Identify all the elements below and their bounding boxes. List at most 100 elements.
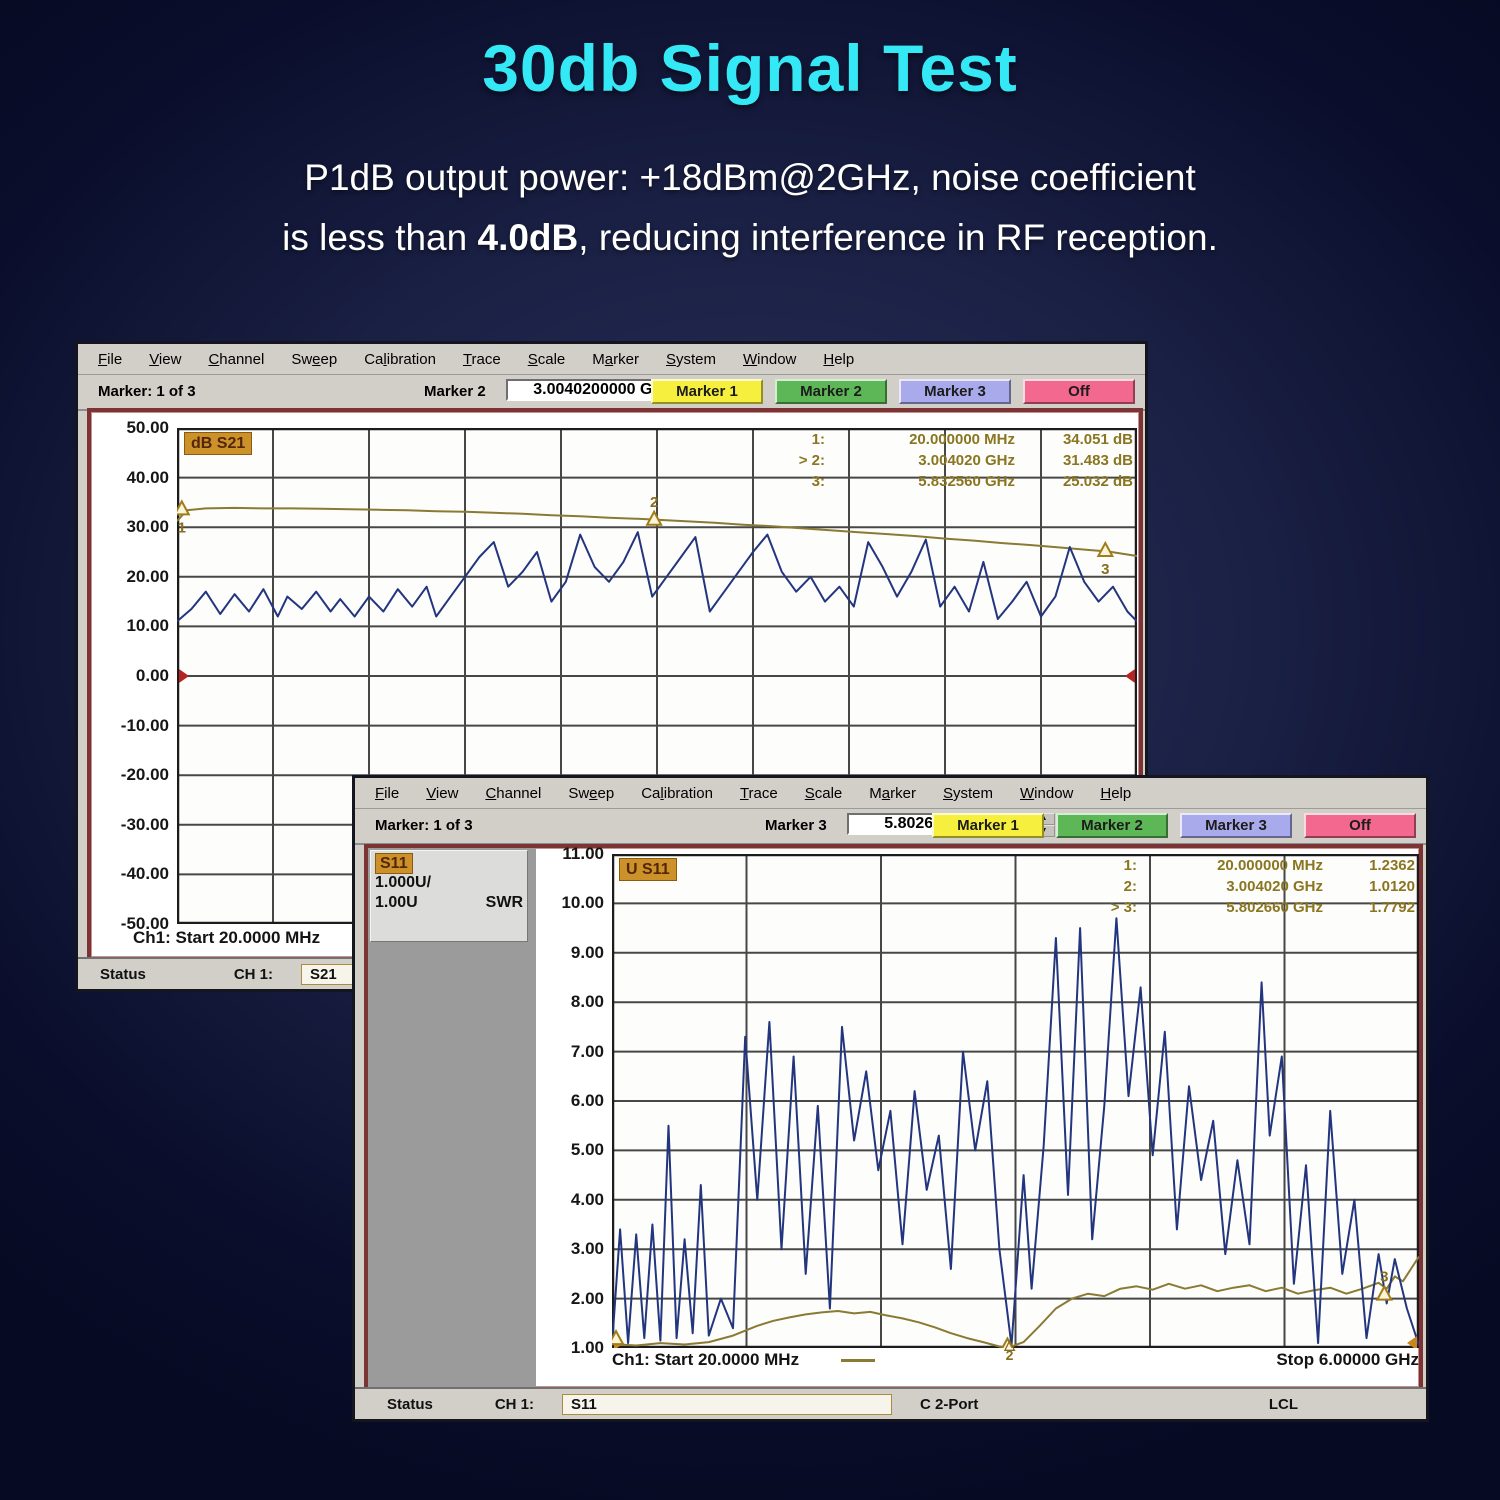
marker-2-button[interactable]: Marker 2 — [1056, 813, 1168, 838]
y-axis-tick: 11.00 — [562, 844, 604, 863]
readout-cell: 1.7792 — [1369, 899, 1415, 916]
y-axis-tick: -20.00 — [120, 765, 169, 785]
trace-format-label: SWR — [485, 894, 523, 911]
marker-3-button[interactable]: Marker 3 — [1180, 813, 1292, 838]
menu-item-sweep[interactable]: Sweep — [568, 784, 615, 802]
marker-status: Marker: 1 of 3 — [98, 383, 196, 400]
menu-item-trace[interactable]: Trace — [462, 350, 501, 368]
off-button[interactable]: Off — [1023, 379, 1135, 404]
x-axis-start-label: Ch1: Start 20.0000 MHz — [133, 928, 321, 947]
menu-item-sweep[interactable]: Sweep — [291, 350, 338, 368]
lcl-label: LCL — [1268, 1395, 1298, 1413]
marker-toolbar: Marker: 1 of 3 Marker 3 5.8026600000 GHz… — [355, 809, 1426, 845]
off-button[interactable]: Off — [1304, 813, 1416, 838]
menu-bar: File View Channel Sweep Calibration Trace Scal… — [355, 778, 1426, 809]
menu-item-marker[interactable]: Marker — [869, 784, 916, 802]
readout-cell: 20.000000 MHz — [1217, 857, 1323, 874]
y-axis-labels: 11.00 10.00 9.00 8.00 7.00 6.00 5.00 4.00 3.00 2.… — [538, 844, 610, 1357]
readout-cell: 1: — [1123, 857, 1137, 874]
marker-1-button[interactable]: Marker 1 — [651, 379, 763, 404]
svg-text:1: 1 — [178, 519, 186, 536]
vna-window-s11: File View Channel Sweep Calibration Trace Scal… — [352, 775, 1429, 1422]
menu-item-calibration[interactable]: Calibration — [364, 350, 436, 368]
marker-toolbar: Marker: 1 of 3 Marker 2 3.0040200000 GHz… — [78, 375, 1145, 411]
trace-sidebar: S11 1.000U/ 1.00U SWR — [368, 848, 536, 1387]
readout-cell: 3: — [811, 473, 825, 490]
readout-row: > 3: 5.802660 GHz 1.7792 — [1089, 897, 1415, 918]
readout-cell: 25.032 dB — [1062, 473, 1133, 490]
y-axis-tick: 30.00 — [126, 517, 169, 537]
readout-cell: 3.004020 GHz — [918, 452, 1015, 469]
readout-cell: 2: — [1123, 878, 1137, 895]
menu-item-window[interactable]: Window — [1020, 784, 1074, 802]
y-axis-tick: 50.00 — [126, 418, 169, 437]
marker-status: Marker: 1 of 3 — [375, 817, 473, 834]
y-axis-tick: 7.00 — [570, 1041, 604, 1061]
menu-item-channel[interactable]: Channel — [485, 784, 542, 802]
readout-cell: 20.000000 MHz — [909, 431, 1015, 448]
menu-item-window[interactable]: Window — [743, 350, 797, 368]
menu-item-help[interactable]: Help — [823, 350, 855, 368]
menu-item-file[interactable]: File — [98, 350, 123, 368]
status-label: Status — [100, 965, 146, 983]
menu-item-marker[interactable]: Marker — [592, 350, 639, 368]
menu-item-channel[interactable]: Channel — [208, 350, 265, 368]
y-axis-tick: 2.00 — [570, 1288, 604, 1308]
page-title: 30db Signal Test — [482, 31, 1018, 105]
y-axis-tick: 10.00 — [561, 893, 604, 913]
menu-item-help[interactable]: Help — [1100, 784, 1132, 802]
y-axis-tick: -10.00 — [120, 715, 169, 735]
y-axis-tick: 10.00 — [126, 616, 169, 636]
y-axis-tick: 5.00 — [570, 1140, 604, 1160]
y-axis-labels: 50.00 40.00 30.00 20.00 10.00 0.00 -10.00 -20.0… — [91, 418, 175, 933]
y-axis-tick: 8.00 — [570, 992, 604, 1012]
menu-item-file[interactable]: File — [375, 784, 400, 802]
readout-row: 1: 20.000000 MHz 34.051 dB — [777, 429, 1133, 450]
menu-item-view[interactable]: View — [149, 350, 182, 368]
trace-info-panel[interactable]: S11 1.000U/ 1.00U SWR — [370, 850, 528, 942]
subtitle-line2-prefix: is less than — [282, 216, 478, 258]
menu-item-view[interactable]: View — [426, 784, 459, 802]
subtitle-line1: P1dB output power: +18dBm@2GHz, noise co… — [304, 157, 1196, 198]
menu-item-scale[interactable]: Scale — [804, 784, 843, 802]
menu-item-calibration[interactable]: Calibration — [641, 784, 713, 802]
marker-readout: 1: 20.000000 MHz 1.2362 2: 3.004020 GHz 1.012… — [1089, 855, 1415, 918]
readout-row: 2: 3.004020 GHz 1.0120 — [1089, 876, 1415, 897]
y-axis-tick: -40.00 — [120, 864, 169, 884]
x-axis-row: Ch1: Start 20.0000 MHz △ 2 Stop 6.00000 G… — [612, 1337, 1419, 1370]
menu-item-scale[interactable]: Scale — [527, 350, 566, 368]
plot-frame-s11: S11 1.000U/ 1.00U SWR 11.00 10.00 9.00 8.00… — [364, 844, 1423, 1391]
readout-row: 1: 20.000000 MHz 1.2362 — [1089, 855, 1415, 876]
readout-cell: > 2: — [798, 452, 825, 469]
trace-ref-label: 1.00U — [375, 894, 418, 911]
marker-2-button[interactable]: Marker 2 — [775, 379, 887, 404]
axis-marker-2: △ 2 — [1004, 1336, 1015, 1363]
menu-item-system[interactable]: System — [942, 784, 993, 802]
trace-legend-dash — [841, 1358, 876, 1362]
y-axis-tick: 4.00 — [570, 1189, 604, 1209]
measurement-box: S11 — [562, 1393, 893, 1415]
marker-field-label: Marker 3 — [765, 817, 827, 834]
marker-field-label: Marker 2 — [424, 383, 486, 400]
calibration-label: C 2-Port — [920, 1395, 979, 1413]
readout-cell: 1.0120 — [1369, 878, 1415, 895]
readout-row: 3: 5.832560 GHz 25.032 dB — [777, 471, 1133, 492]
svg-text:3: 3 — [1380, 1269, 1388, 1286]
s11-graph-area: U S11 1: 20.000000 MHz 1.2362 2: 3.004020 GH… — [607, 853, 1420, 1353]
y-axis-tick: 9.00 — [570, 942, 604, 962]
menu-item-system[interactable]: System — [665, 350, 716, 368]
subtitle-line2-suffix: , reducing interference in RF reception. — [578, 216, 1218, 258]
menu-item-trace[interactable]: Trace — [739, 784, 778, 802]
readout-cell: 1.2362 — [1369, 857, 1415, 874]
y-axis-tick: 1.00 — [570, 1338, 604, 1357]
y-axis-tick: -30.00 — [120, 814, 169, 834]
trace-name-label: S11 — [375, 853, 413, 874]
channel-label: CH 1: — [494, 1395, 535, 1413]
marker-frequency-value: 3.0040200000 GHz — [533, 381, 672, 398]
y-axis-tick: -50.00 — [120, 914, 169, 933]
y-axis-tick: 6.00 — [570, 1091, 604, 1110]
readout-row: > 2: 3.004020 GHz 31.483 dB — [777, 450, 1133, 471]
marker-3-button[interactable]: Marker 3 — [899, 379, 1011, 404]
marker-1-button[interactable]: Marker 1 — [932, 813, 1044, 838]
readout-cell: 34.051 dB — [1062, 431, 1133, 448]
